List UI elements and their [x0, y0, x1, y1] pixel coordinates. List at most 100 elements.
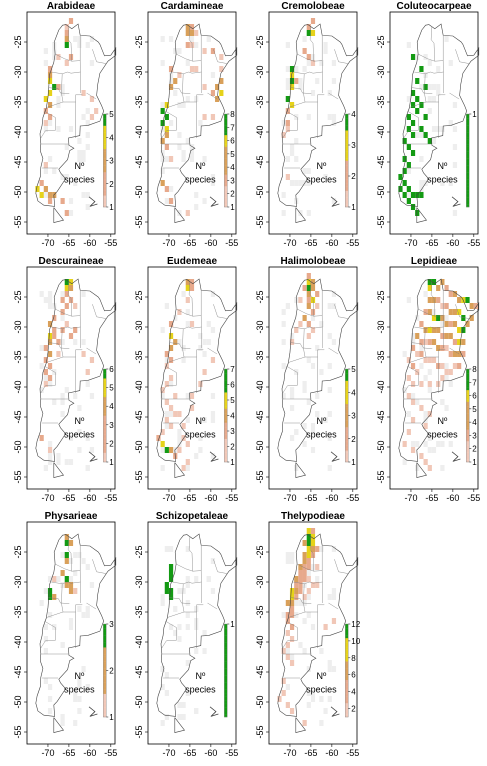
- legend-swatch: [466, 195, 470, 198]
- empty-cell: [319, 720, 324, 726]
- richness-cell: [47, 114, 53, 120]
- province-boundary: [51, 581, 81, 585]
- legend-swatch: [345, 174, 349, 177]
- empty-cell: [173, 315, 178, 321]
- legend-swatch: [103, 116, 107, 119]
- empty-cell: [60, 84, 65, 90]
- empty-cell: [160, 102, 165, 108]
- legend-swatch: [103, 130, 107, 133]
- richness-cell: [461, 339, 466, 345]
- empty-cell: [185, 309, 190, 315]
- richness-cell: [289, 606, 295, 612]
- y-tick-label: -25: [255, 290, 265, 303]
- legend-swatch: [345, 703, 349, 706]
- legend-tick-label: 3: [351, 141, 356, 150]
- richness-cell: [64, 303, 69, 309]
- empty-cell: [85, 42, 90, 48]
- legend-swatch: [345, 438, 349, 442]
- richness-cell: [410, 192, 416, 198]
- y-tick-label: -25: [134, 545, 144, 558]
- legend-swatch: [224, 172, 228, 175]
- empty-cell: [440, 126, 445, 132]
- legend-swatch: [224, 162, 228, 166]
- richness-cell: [285, 96, 290, 102]
- legend-tick-label: 5: [230, 150, 235, 159]
- legend-swatch: [103, 394, 107, 398]
- legend-swatch: [103, 373, 107, 377]
- empty-cell: [56, 96, 61, 102]
- empty-cell: [68, 624, 74, 630]
- empty-cell: [194, 624, 199, 630]
- empty-cell: [89, 60, 95, 66]
- empty-cell: [285, 558, 290, 564]
- empty-cell: [289, 144, 295, 150]
- empty-cell: [194, 192, 199, 198]
- legend-tick-label: 6: [351, 671, 356, 680]
- richness-cell: [436, 363, 441, 369]
- legend-tick-label: 4: [472, 418, 477, 427]
- richness-cell: [310, 309, 316, 315]
- legend-swatch: [224, 651, 228, 655]
- legend-swatch: [224, 373, 228, 377]
- legend-swatch: [224, 186, 228, 189]
- province-boundary: [433, 298, 435, 317]
- legend-swatch: [103, 406, 107, 409]
- legend-swatch: [224, 633, 228, 636]
- richness-cell: [302, 558, 307, 564]
- islands-sketch: [451, 196, 461, 207]
- islands-sketch: [330, 196, 340, 207]
- y-tick-label: -30: [376, 65, 386, 78]
- legend-swatch: [345, 408, 349, 412]
- province-boundary: [176, 563, 202, 572]
- empty-cell: [298, 600, 303, 606]
- legend-swatch: [345, 422, 349, 425]
- legend-tick-label: 6: [109, 365, 114, 374]
- y-tick-label: -40: [376, 125, 386, 138]
- empty-cell: [327, 660, 332, 666]
- islands-sketch: [451, 451, 461, 462]
- empty-cell: [289, 387, 295, 393]
- empty-cell: [185, 660, 190, 666]
- empty-cell: [177, 48, 182, 54]
- empty-cell: [198, 447, 203, 453]
- empty-cell: [160, 684, 165, 690]
- richness-cell: [164, 102, 169, 108]
- empty-cell: [210, 393, 216, 399]
- empty-cell: [47, 576, 53, 582]
- richness-cell: [406, 144, 411, 150]
- richness-cell: [452, 309, 458, 315]
- legend-swatch: [466, 148, 470, 152]
- empty-cell: [298, 84, 303, 90]
- province-boundary: [70, 298, 72, 317]
- legend-swatch: [224, 385, 228, 388]
- richness-cell: [47, 198, 53, 204]
- legend-bar: [224, 368, 228, 463]
- empty-cell: [306, 60, 311, 66]
- legend-swatch: [224, 684, 228, 687]
- richness-cell: [419, 381, 424, 387]
- empty-cell: [81, 291, 86, 297]
- legend-swatch: [466, 146, 470, 150]
- richness-cell: [94, 108, 99, 114]
- legend-swatch: [103, 371, 107, 374]
- plot-frame: [147, 521, 237, 745]
- panel-title: Cardamineae: [161, 1, 224, 12]
- richness-cell: [440, 315, 445, 321]
- empty-cell: [68, 459, 74, 465]
- legend-swatch: [224, 654, 228, 657]
- legend-swatch: [103, 452, 107, 456]
- x-tick-label: -70: [41, 238, 54, 248]
- empty-cell: [206, 339, 211, 345]
- richness-cell: [202, 114, 207, 120]
- legend-swatch: [345, 714, 349, 718]
- legend-swatch: [103, 443, 107, 446]
- y-tick-label: -35: [255, 605, 265, 618]
- empty-cell: [173, 630, 178, 636]
- y-tick-label: -35: [134, 350, 144, 363]
- legend-swatch: [224, 424, 228, 428]
- richness-cell: [185, 297, 190, 303]
- empty-cell: [85, 435, 90, 441]
- legend-swatch: [224, 151, 228, 154]
- empty-cell: [73, 180, 78, 186]
- richness-cell: [423, 84, 428, 90]
